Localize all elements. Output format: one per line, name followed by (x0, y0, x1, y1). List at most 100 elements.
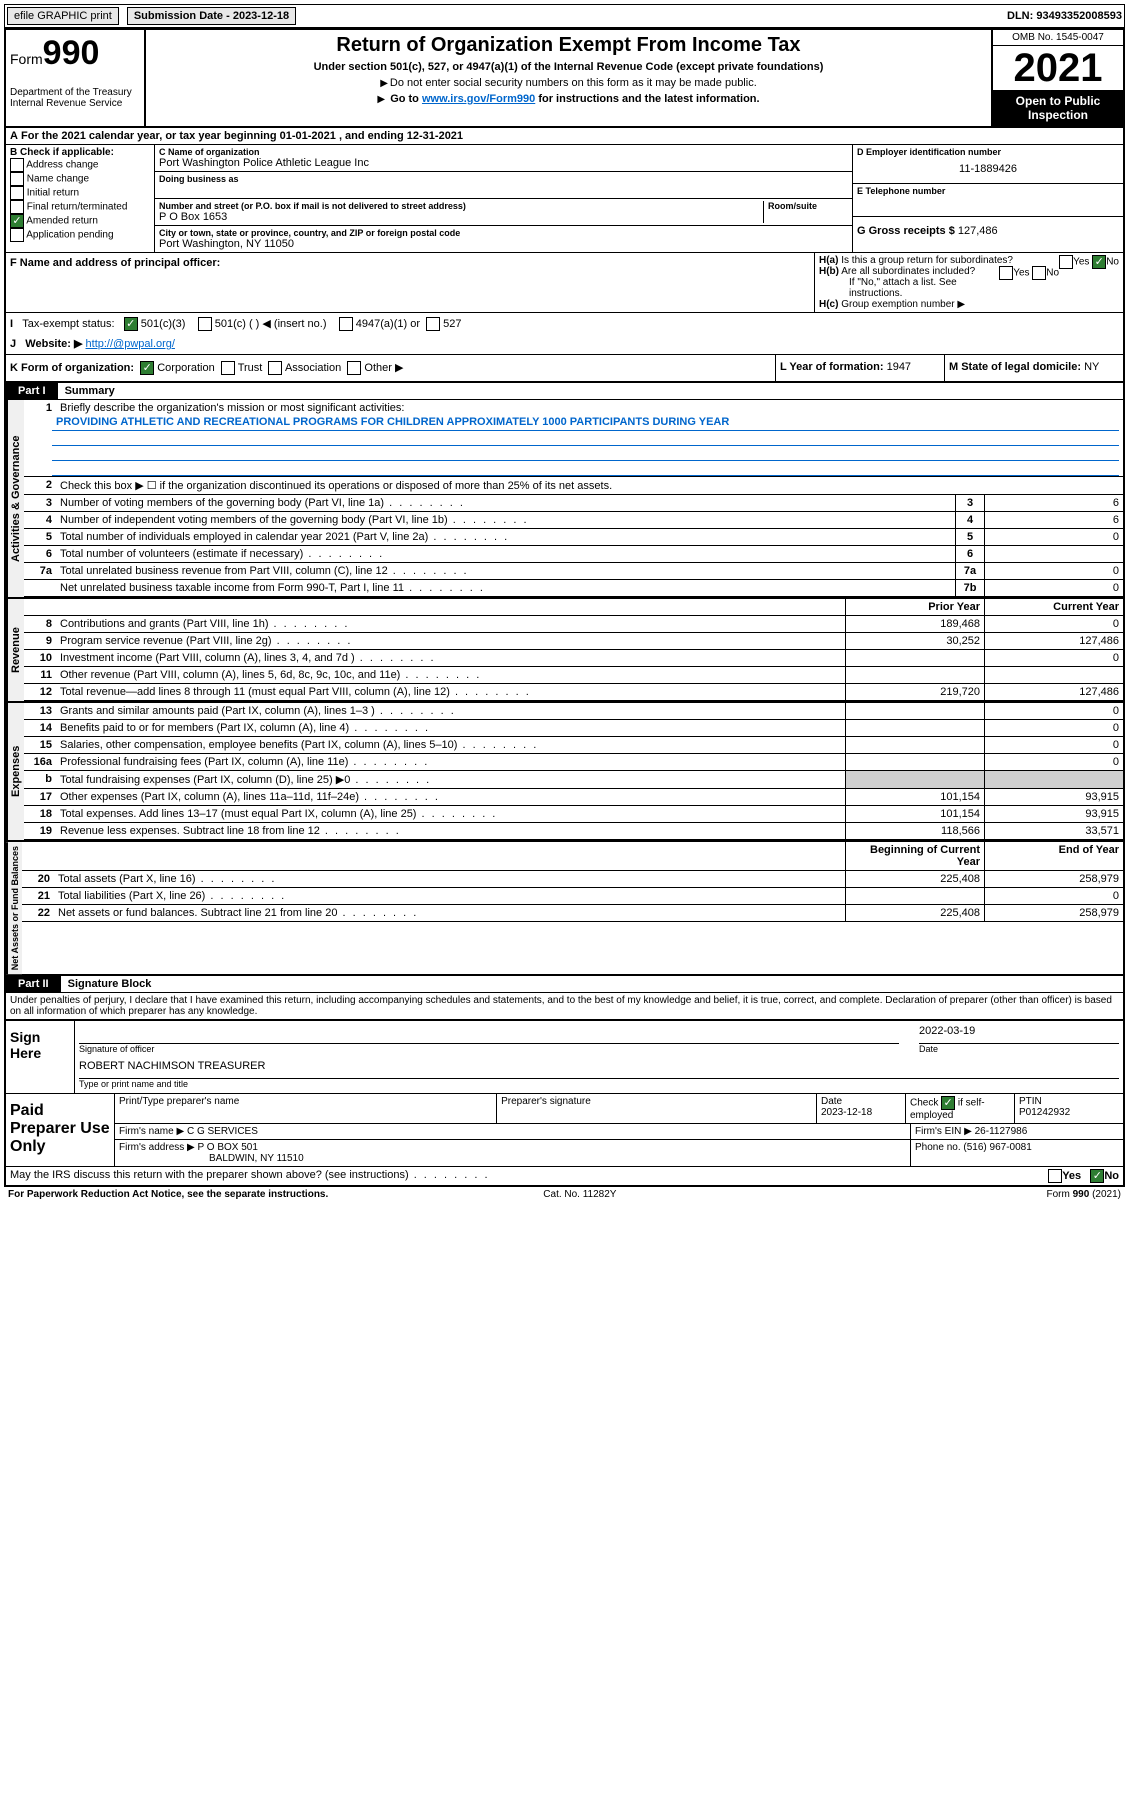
line-a-tax-year: A For the 2021 calendar year, or tax yea… (6, 128, 1123, 145)
k-label: K Form of organization: (10, 362, 134, 374)
hb-no-checkbox[interactable] (1032, 266, 1046, 280)
may-irs-yes-checkbox[interactable] (1048, 1169, 1062, 1183)
phone-value: (516) 967-0081 (963, 1142, 1031, 1153)
omb-number: OMB No. 1545-0047 (993, 30, 1123, 46)
instr3-pre: Go to (390, 93, 422, 105)
i-label: Tax-exempt status: (22, 318, 114, 330)
paid-prep-label: Paid Preparer Use Only (6, 1094, 115, 1166)
col-begin-year: Beginning of Current Year (845, 842, 984, 870)
b-checkbox-5[interactable] (10, 228, 24, 242)
row-i-j: I Tax-exempt status: ✓ 501(c)(3) 501(c) … (6, 313, 1123, 355)
top-bar: efile GRAPHIC print Submission Date - 20… (4, 4, 1125, 28)
signature-block: Sign Here Signature of officer 2022-03-1… (6, 1019, 1123, 1093)
i-4947-checkbox[interactable] (339, 317, 353, 331)
revenue-section: Revenue Prior Year Current Year 8Contrib… (6, 597, 1123, 701)
i-527-checkbox[interactable] (426, 317, 440, 331)
firm-ein-label: Firm's EIN ▶ (915, 1126, 972, 1137)
gross-receipts: 127,486 (958, 225, 998, 237)
part-1-title: Summary (61, 383, 119, 399)
form-title: Return of Organization Exempt From Incom… (154, 34, 983, 57)
footer-cat-no: Cat. No. 11282Y (543, 1189, 616, 1200)
i-501c-checkbox[interactable] (198, 317, 212, 331)
page-footer: For Paperwork Reduction Act Notice, see … (4, 1187, 1125, 1202)
form-number: 990 (43, 34, 100, 72)
prep-name-label: Print/Type preparer's name (115, 1094, 497, 1123)
b-checkbox-4[interactable]: ✓ (10, 214, 24, 228)
netassets-section: Net Assets or Fund Balances Beginning of… (6, 840, 1123, 974)
l-label: L Year of formation: (780, 361, 884, 373)
form-instr-2: Do not enter social security numbers on … (154, 77, 983, 89)
k-other-checkbox[interactable] (347, 361, 361, 375)
ha-yes-checkbox[interactable] (1059, 255, 1073, 269)
org-name: Port Washington Police Athletic League I… (159, 157, 848, 169)
k-trust-checkbox[interactable] (221, 361, 235, 375)
b-checkbox-0[interactable] (10, 158, 24, 172)
may-irs-text: May the IRS discuss this return with the… (10, 1169, 490, 1183)
room-label: Room/suite (768, 201, 848, 211)
d-label: D Employer identification number (857, 147, 1119, 157)
k-corp-checkbox[interactable]: ✓ (140, 361, 154, 375)
form-header: Form990 Department of the Treasury Inter… (6, 30, 1123, 128)
expenses-section: Expenses 13Grants and similar amounts pa… (6, 701, 1123, 840)
self-emp-checkbox[interactable]: ✓ (941, 1096, 955, 1110)
officer-name-title: ROBERT NACHIMSON TREASURER (79, 1060, 1119, 1079)
mission-text: PROVIDING ATHLETIC AND RECREATIONAL PROG… (52, 416, 1119, 431)
header-middle: Return of Organization Exempt From Incom… (146, 30, 991, 126)
ptin-value: P01242932 (1019, 1107, 1070, 1118)
firm-addr-label: Firm's address ▶ (119, 1142, 195, 1153)
sig-date: 2022-03-19 (919, 1025, 1119, 1044)
b-label: B Check if applicable: (10, 147, 114, 158)
footer-left: For Paperwork Reduction Act Notice, see … (8, 1189, 328, 1200)
hc-text: Group exemption number ▶ (841, 299, 965, 310)
m-label: M State of legal domicile: (949, 361, 1081, 373)
hb-note: If "No," attach a list. See instructions… (819, 277, 1119, 299)
tax-year: 2021 (993, 46, 1123, 90)
h-section: H(a) Is this a group return for subordin… (815, 253, 1123, 312)
sig-officer-label: Signature of officer (79, 1044, 899, 1054)
form-word: Form (10, 51, 43, 67)
f-label: F Name and address of principal officer: (10, 257, 220, 269)
sig-date-label: Date (919, 1044, 1119, 1054)
paid-preparer-block: Paid Preparer Use Only Print/Type prepar… (6, 1093, 1123, 1166)
b-checkbox-2[interactable] (10, 186, 24, 200)
c-name-label: C Name of organization (159, 147, 848, 157)
city-value: Port Washington, NY 11050 (159, 238, 848, 250)
firm-ein: 26-1127986 (975, 1126, 1028, 1137)
governance-section: Activities & Governance 1 Briefly descri… (6, 400, 1123, 597)
type-name-label: Type or print name and title (79, 1079, 1119, 1089)
e-label: E Telephone number (857, 186, 1119, 196)
firm-name: C G SERVICES (187, 1126, 258, 1137)
firm-name-label: Firm's name ▶ (119, 1126, 184, 1137)
hb-yes-checkbox[interactable] (999, 266, 1013, 280)
prep-sig-label: Preparer's signature (497, 1094, 817, 1123)
ha-no-checkbox[interactable]: ✓ (1092, 255, 1106, 269)
header-right: OMB No. 1545-0047 2021 Open to Public In… (991, 30, 1123, 126)
firm-addr1: P O BOX 501 (198, 1142, 258, 1153)
year-formation: 1947 (887, 361, 911, 373)
ein-value: 11-1889426 (857, 157, 1119, 181)
dba-label: Doing business as (159, 174, 848, 184)
b-checkbox-1[interactable] (10, 172, 24, 186)
may-irs-row: May the IRS discuss this return with the… (6, 1166, 1123, 1185)
prep-date: 2023-12-18 (821, 1107, 872, 1118)
row-k-l-m: K Form of organization: ✓ Corporation Tr… (6, 355, 1123, 383)
open-public-badge: Open to Public Inspection (993, 90, 1123, 126)
efile-print-button[interactable]: efile GRAPHIC print (7, 7, 119, 25)
i-501c3-checkbox[interactable]: ✓ (124, 317, 138, 331)
dln-label: DLN: 93493352008593 (1007, 10, 1122, 22)
addr-label: Number and street (or P.O. box if mail i… (159, 201, 763, 211)
k-assoc-checkbox[interactable] (268, 361, 282, 375)
vlabel-governance: Activities & Governance (6, 400, 24, 597)
g-label: G Gross receipts $ (857, 225, 955, 237)
b-checkbox-3[interactable] (10, 200, 24, 214)
col-right-deg: D Employer identification number 11-1889… (852, 145, 1123, 252)
dept-label: Department of the Treasury Internal Reve… (10, 87, 140, 109)
part-2-header-row: Part II Signature Block (6, 974, 1123, 993)
form-container: Form990 Department of the Treasury Inter… (4, 28, 1125, 1187)
irs-link[interactable]: www.irs.gov/Form990 (422, 93, 535, 105)
may-irs-no-checkbox[interactable]: ✓ (1090, 1169, 1104, 1183)
part-1-badge: Part I (6, 383, 58, 399)
website-link[interactable]: http://@pwpal.org/ (86, 338, 175, 350)
submission-date-badge: Submission Date - 2023-12-18 (127, 7, 296, 25)
col-c-org-info: C Name of organization Port Washington P… (155, 145, 852, 252)
